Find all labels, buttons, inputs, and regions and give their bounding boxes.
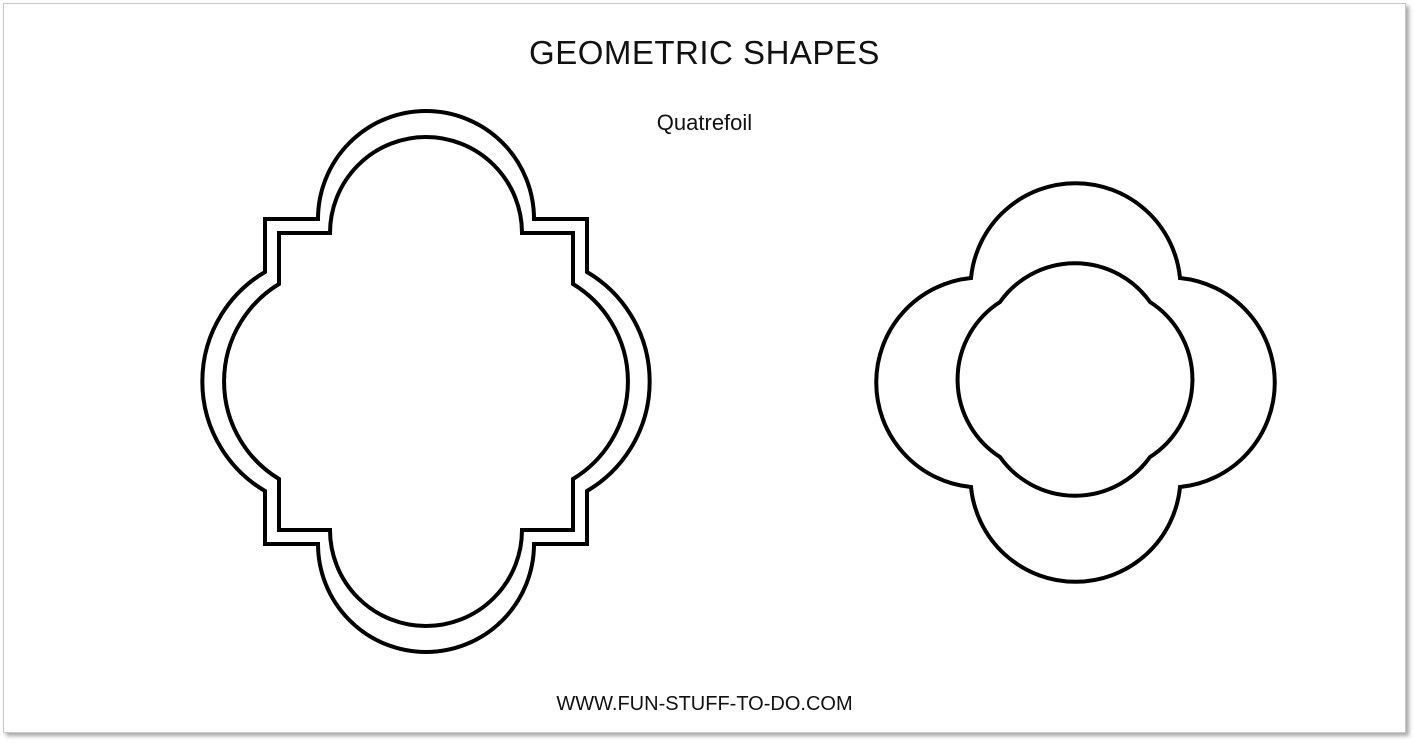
quatrefoil-round-shape bbox=[874, 181, 1277, 584]
quatrefoil-notched-outer-outline bbox=[200, 109, 652, 654]
quatrefoil-notched-shape bbox=[200, 109, 652, 654]
quatrefoil-round-inner-outline bbox=[955, 261, 1195, 498]
quatrefoil-notched-inner-outline bbox=[222, 135, 630, 628]
worksheet-page: GEOMETRIC SHAPES Quatrefoil WWW.FUN-STUF… bbox=[3, 3, 1406, 733]
shape-name-label: Quatrefoil bbox=[656, 110, 753, 135]
page-title: GEOMETRIC SHAPES bbox=[529, 34, 880, 71]
quatrefoil-round-outer-outline bbox=[874, 181, 1277, 584]
website-footer: WWW.FUN-STUFF-TO-DO.COM bbox=[556, 693, 853, 715]
